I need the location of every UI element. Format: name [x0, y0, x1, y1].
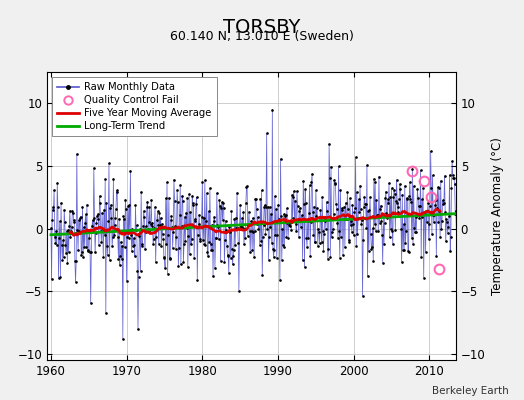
- Y-axis label: Temperature Anomaly (°C): Temperature Anomaly (°C): [491, 137, 504, 295]
- Text: Berkeley Earth: Berkeley Earth: [432, 386, 508, 396]
- Text: TORSBY: TORSBY: [223, 18, 301, 37]
- Legend: Raw Monthly Data, Quality Control Fail, Five Year Moving Average, Long-Term Tren: Raw Monthly Data, Quality Control Fail, …: [52, 77, 216, 136]
- Text: 60.140 N, 13.010 E (Sweden): 60.140 N, 13.010 E (Sweden): [170, 30, 354, 43]
